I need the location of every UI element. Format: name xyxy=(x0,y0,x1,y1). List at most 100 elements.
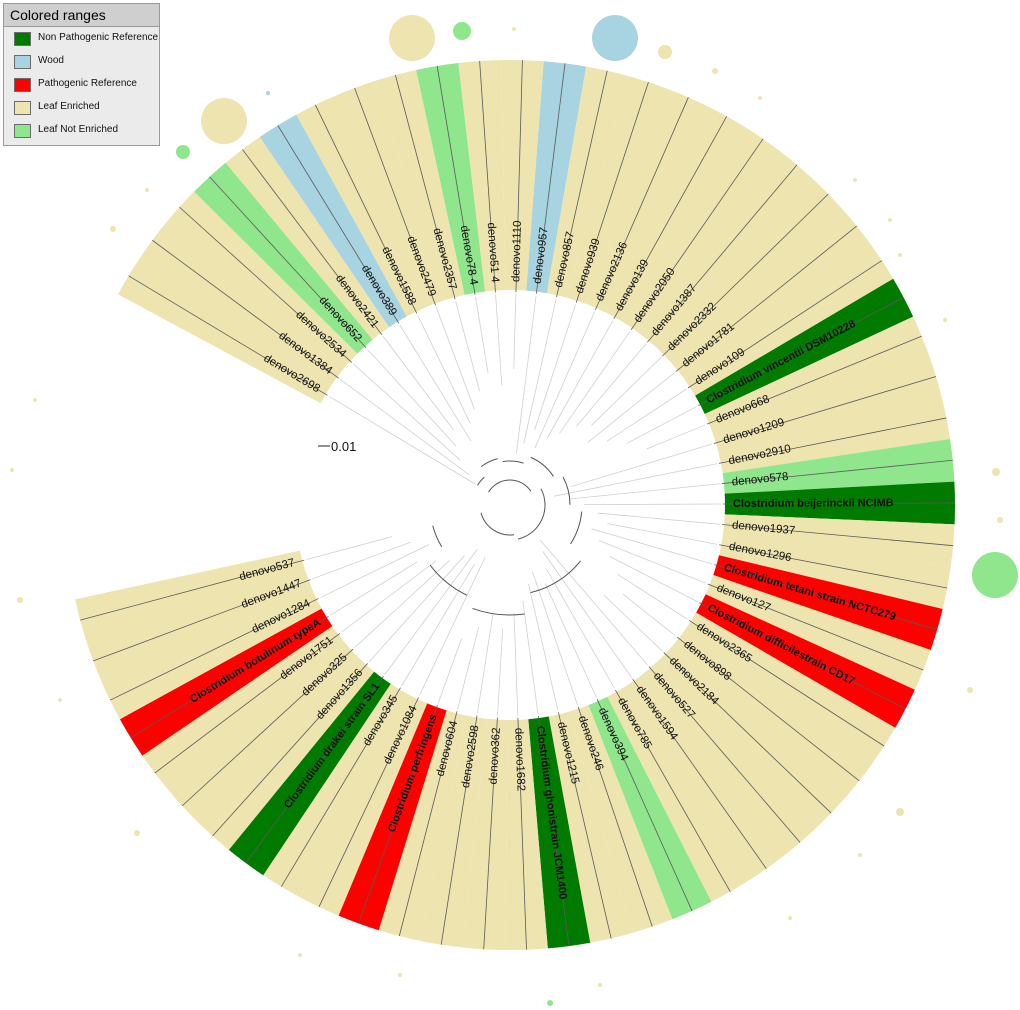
legend-swatch xyxy=(14,78,31,92)
leaf-branch xyxy=(622,593,676,637)
abundance-bubble xyxy=(298,953,302,957)
colored-range-sector xyxy=(568,705,673,933)
colored-range-sector xyxy=(684,612,896,764)
leaf-line xyxy=(209,176,367,349)
leaf-line xyxy=(128,275,328,396)
leaf-branch xyxy=(367,349,457,447)
leaf-line xyxy=(575,81,649,303)
clade-arc xyxy=(480,512,515,536)
colored-range-sector xyxy=(548,711,632,943)
colored-range-sector xyxy=(605,106,746,323)
leaf-line xyxy=(181,648,354,807)
legend-swatch xyxy=(14,55,31,69)
colored-range-sector xyxy=(695,278,914,414)
leaf-branch xyxy=(399,324,472,442)
legend-item: Leaf Enriched xyxy=(4,96,159,119)
leaf-line xyxy=(698,297,904,406)
abundance-bubble xyxy=(592,15,638,61)
colored-range-sector xyxy=(505,719,548,950)
clade-arc xyxy=(502,460,524,464)
colored-range-sector xyxy=(334,81,445,308)
scale-bar-label: 0.01 xyxy=(331,439,356,454)
colored-range-sector xyxy=(259,114,407,328)
leaf-branch xyxy=(570,483,720,500)
colored-range-sector xyxy=(263,683,409,898)
legend-label: Pathogenic Reference xyxy=(38,78,137,89)
colored-range-sector xyxy=(704,316,930,434)
leaf-branch xyxy=(609,555,698,603)
legend-label: Non Pathogenic Reference xyxy=(38,32,159,43)
abundance-bubble xyxy=(398,973,402,977)
leaf-line xyxy=(436,65,476,295)
abundance-bubble xyxy=(997,517,1003,523)
leaf-line xyxy=(558,712,612,939)
legend-title: Colored ranges xyxy=(4,4,159,27)
abundance-bubble xyxy=(201,98,247,144)
abundance-bubble xyxy=(758,96,762,100)
abundance-bubble xyxy=(10,468,14,472)
leaf-label: denovo362 xyxy=(487,727,502,785)
leaf-branch xyxy=(516,295,537,454)
leaf-line xyxy=(596,699,693,912)
colored-range-sector xyxy=(670,209,870,379)
leaf-branch xyxy=(306,536,393,560)
abundance-bubble xyxy=(33,398,37,402)
leaf-label: denovo1682 xyxy=(512,728,526,792)
leaf-line xyxy=(479,61,496,293)
leaf-line xyxy=(613,116,728,320)
leaf-line xyxy=(515,60,523,293)
legend-item: Wood xyxy=(4,50,159,73)
tree-branches xyxy=(306,294,721,716)
abundance-bubbles xyxy=(10,15,1018,1006)
leaf-line xyxy=(483,717,498,950)
leaf-line xyxy=(721,459,953,484)
leaf-line xyxy=(595,97,689,311)
leaf-branch xyxy=(617,573,688,620)
leaf-branch xyxy=(559,331,631,434)
leaf-line xyxy=(242,149,383,336)
abundance-bubble xyxy=(788,916,792,920)
leaf-line xyxy=(630,138,764,331)
clade-arc xyxy=(488,479,532,493)
leaf-line xyxy=(537,716,570,947)
leaf-line xyxy=(440,715,478,945)
colored-range-sector xyxy=(718,397,951,474)
leaf-label: denovo51 4 xyxy=(485,222,501,283)
leaf-branch xyxy=(603,594,663,652)
colored-range-sector xyxy=(528,716,591,949)
leaf-line xyxy=(615,689,731,892)
colored-range-sectors xyxy=(75,59,955,950)
leaf-line xyxy=(398,711,458,937)
abundance-bubble xyxy=(512,27,516,31)
clade-arc xyxy=(530,560,582,594)
colored-range-sector xyxy=(546,66,628,298)
leaf-line xyxy=(314,104,418,314)
leaf-line xyxy=(688,620,885,747)
leaf-line xyxy=(179,206,353,363)
leaf-branch xyxy=(495,294,503,386)
leaf-line xyxy=(687,260,883,389)
abundance-bubble xyxy=(453,22,471,40)
leaf-line xyxy=(648,666,801,843)
leaf-branch xyxy=(435,307,475,410)
legend-swatch xyxy=(14,101,31,115)
legend-swatch xyxy=(14,32,31,46)
colored-range-sector xyxy=(462,718,508,950)
clade-arc xyxy=(429,564,468,596)
leaf-line xyxy=(719,544,948,589)
colored-range-sector xyxy=(705,575,931,690)
colored-range-sector xyxy=(712,356,942,453)
colored-range-sector xyxy=(142,626,345,790)
leaf-branch xyxy=(341,560,437,633)
abundance-bubble xyxy=(943,318,947,322)
abundance-bubble xyxy=(853,178,857,182)
colored-range-sector xyxy=(299,694,428,916)
colored-range-sector xyxy=(416,63,486,295)
leaf-line xyxy=(577,706,653,927)
colored-range-sector xyxy=(374,70,465,301)
abundance-bubble xyxy=(389,15,435,61)
leaf-branch xyxy=(328,395,476,485)
leaf-branch xyxy=(312,541,411,580)
legend-item: Pathogenic Reference xyxy=(4,73,159,96)
